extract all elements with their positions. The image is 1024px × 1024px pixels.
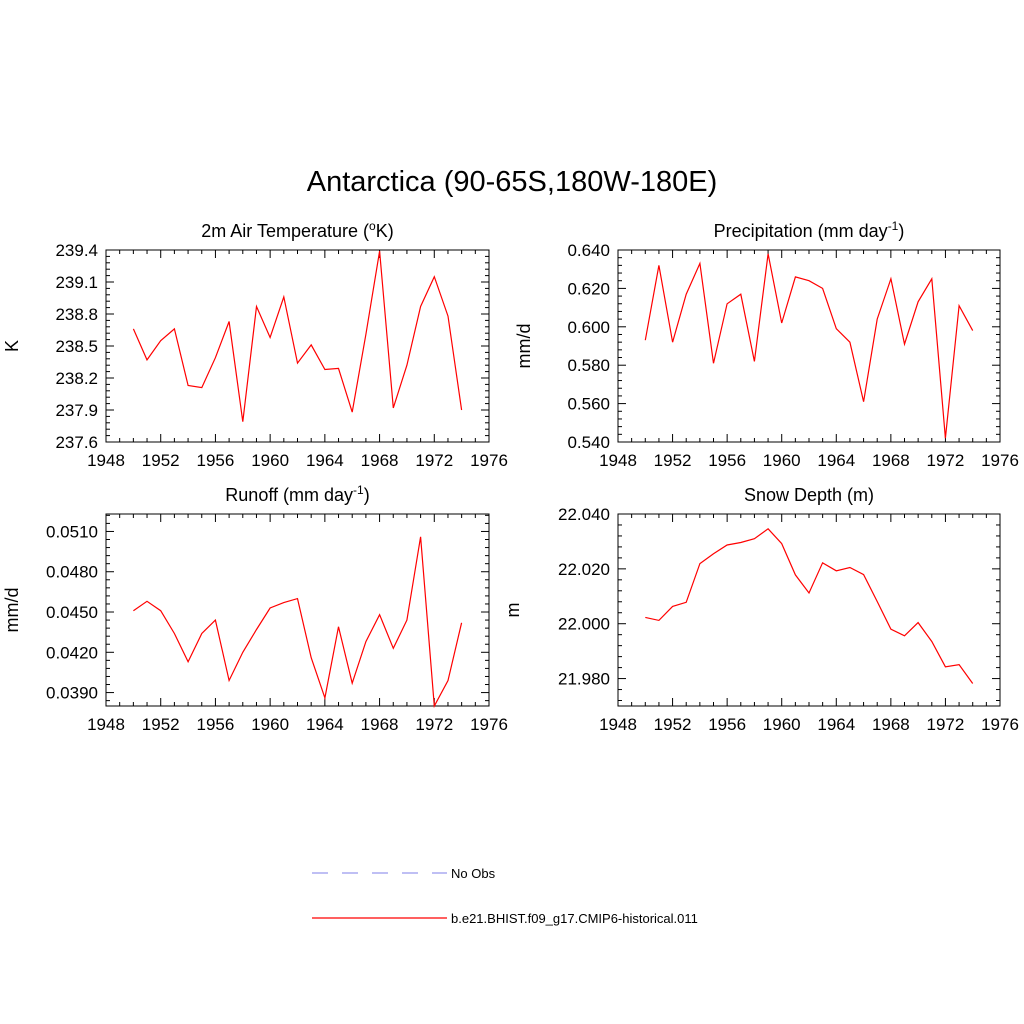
panel-snow-depth: Snow Depth (m) m 1948 1952 1956 1960 1964 1968 1…: [503, 485, 1019, 734]
y-axis-label: mm/d: [2, 588, 22, 633]
x-tick-label: 1948: [87, 715, 125, 734]
legend: No Obs b.e21.BHIST.f09_g17.CMIP6-histori…: [312, 866, 698, 926]
y-tick-label: 0.580: [567, 356, 610, 375]
y-axis-label: mm/d: [514, 324, 534, 369]
x-tick-label: 1972: [927, 451, 965, 470]
y-axis-label: m: [503, 603, 523, 618]
x-tick-label: 1960: [251, 451, 289, 470]
x-tick-label: 1976: [470, 451, 508, 470]
x-tick-label: 1976: [470, 715, 508, 734]
x-tick-label: 1976: [981, 451, 1019, 470]
y-tick-label: 0.600: [567, 318, 610, 337]
y-tick-label: 0.640: [567, 241, 610, 260]
x-tick-label: 1968: [361, 451, 399, 470]
panel-title: 2m Air Temperature (oK): [201, 219, 393, 241]
plot-frame: [105, 249, 490, 443]
panel-air-temperature: 2m Air Temperature (oK) K 1948 1952 1956 1960…: [2, 219, 508, 470]
figure-title: Antarctica (90-65S,180W-180E): [306, 166, 718, 198]
y-tick-label: 238.8: [55, 305, 98, 324]
y-tick-label: 0.0420: [46, 643, 98, 662]
x-tick-label: 1972: [415, 451, 453, 470]
x-tick-label: 1956: [708, 715, 746, 734]
plot-frame: [617, 513, 1001, 707]
y-tick-label: 0.620: [567, 279, 610, 298]
x-tick-label: 1952: [142, 715, 180, 734]
x-tick-label: 1956: [708, 451, 746, 470]
x-tick-label: 1972: [927, 715, 965, 734]
legend-label-no-obs: No Obs: [451, 866, 496, 881]
x-tick-label: 1956: [197, 451, 235, 470]
x-tick-label: 1960: [763, 715, 801, 734]
x-tick-label: 1960: [763, 451, 801, 470]
y-axis-label: K: [2, 340, 22, 352]
y-tick-label: 237.9: [55, 401, 98, 420]
panel-title: Snow Depth (m): [744, 485, 874, 505]
y-tick-label: 22.000: [558, 615, 610, 634]
y-tick-label: 0.0450: [46, 603, 98, 622]
y-tick-label: 0.560: [567, 395, 610, 414]
panel-runoff: Runoff (mm day-1) mm/d 1948 1952 1956 1960 196…: [2, 483, 508, 734]
x-tick-label: 1968: [361, 715, 399, 734]
x-tick-label: 1952: [142, 451, 180, 470]
y-tick-label: 238.5: [55, 337, 98, 356]
x-tick-label: 1948: [87, 451, 125, 470]
x-tick-label: 1952: [654, 715, 692, 734]
series-line: [133, 536, 463, 709]
x-tick-label: 1964: [306, 715, 344, 734]
x-tick-label: 1952: [654, 451, 692, 470]
y-tick-label: 0.0510: [46, 522, 98, 541]
series-line: [132, 251, 463, 422]
panel-title: Runoff (mm day-1): [225, 483, 369, 505]
series-line: [645, 528, 974, 684]
x-tick-label: 1972: [415, 715, 453, 734]
x-tick-label: 1964: [817, 451, 855, 470]
panel-title: Precipitation (mm day-1): [714, 219, 905, 241]
y-tick-label: 21.980: [558, 670, 610, 689]
x-tick-label: 1956: [197, 715, 235, 734]
series-line: [644, 253, 974, 439]
x-tick-label: 1948: [599, 715, 637, 734]
y-tick-label: 239.1: [55, 273, 98, 292]
x-tick-label: 1960: [251, 715, 289, 734]
y-tick-label: 238.2: [55, 369, 98, 388]
legend-label-model: b.e21.BHIST.f09_g17.CMIP6-historical.011: [451, 911, 698, 926]
y-tick-label: 22.020: [558, 560, 610, 579]
panel-precipitation: Precipitation (mm day-1) mm/d 1948 1952 1956…: [514, 219, 1019, 470]
y-tick-label: 0.540: [567, 433, 610, 452]
y-tick-label: 0.0480: [46, 563, 98, 582]
x-tick-label: 1976: [981, 715, 1019, 734]
x-tick-label: 1948: [599, 451, 637, 470]
y-tick-label: 239.4: [55, 241, 98, 260]
y-tick-label: 22.040: [558, 505, 610, 524]
x-tick-label: 1968: [872, 451, 910, 470]
x-tick-label: 1964: [817, 715, 855, 734]
y-tick-label: 237.6: [55, 433, 98, 452]
x-tick-label: 1968: [872, 715, 910, 734]
x-tick-label: 1964: [306, 451, 344, 470]
y-tick-label: 0.0390: [46, 684, 98, 703]
